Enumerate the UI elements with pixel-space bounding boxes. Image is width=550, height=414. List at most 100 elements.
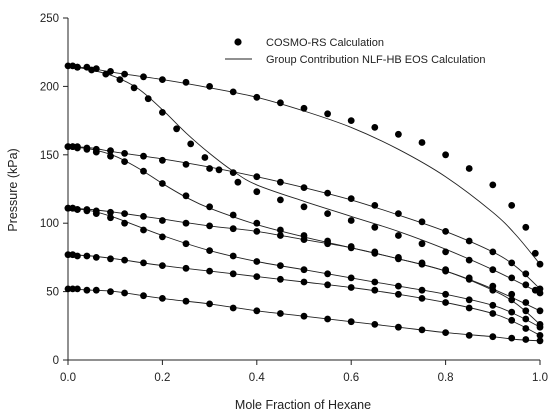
cosmo-point (522, 270, 530, 278)
cosmo-point (107, 147, 114, 155)
cosmo-point (395, 282, 402, 290)
cosmo-point (324, 270, 331, 278)
cosmo-point (489, 310, 497, 317)
cosmo-point (418, 326, 426, 334)
cosmo-point (508, 259, 516, 267)
cosmo-point (144, 95, 152, 103)
cosmo-point (206, 222, 214, 230)
cosmo-point (508, 274, 516, 282)
y-axis-title: Pressure (kPa) (6, 148, 20, 231)
cosmo-point (371, 202, 379, 209)
cosmo-point (324, 110, 331, 118)
cosmo-point (159, 76, 166, 83)
cosmo-point (182, 264, 190, 272)
cosmo-point (300, 184, 308, 192)
cosmo-point (74, 144, 81, 152)
cosmo-point (88, 66, 95, 74)
cosmo-point (201, 154, 209, 161)
cosmo-point (465, 296, 473, 304)
cosmo-point (253, 219, 261, 227)
cosmo-point (489, 266, 497, 274)
cosmo-point (324, 240, 331, 248)
x-tick-label: 1.0 (532, 372, 548, 384)
cosmo-point (140, 213, 147, 220)
cosmo-point (508, 334, 516, 342)
cosmo-point (92, 148, 100, 156)
cosmo-point (277, 178, 284, 186)
cosmo-point (92, 254, 100, 261)
y-tick-label: 100 (40, 218, 59, 230)
x-tick-label: 0.2 (154, 372, 170, 384)
y-tick-label: 0 (53, 355, 59, 367)
cosmo-point (442, 248, 449, 256)
cosmo-point (371, 278, 379, 286)
cosmo-point (347, 217, 355, 224)
cosmo-point (107, 255, 114, 263)
cosmo-point (215, 166, 223, 174)
cosmo-point (159, 262, 166, 269)
cosmo-point (206, 83, 214, 90)
cosmo-point (159, 295, 166, 302)
cosmo-point (418, 240, 426, 248)
cosmo-point (522, 307, 530, 315)
cosmo-point (536, 323, 544, 331)
cosmo-point (522, 325, 530, 332)
cosmo-point (83, 286, 91, 294)
cosmo-point (347, 117, 355, 124)
cosmo-point (536, 337, 544, 345)
cosmo-point (489, 181, 497, 189)
legend-label-line: Group Contribution NLF-HB EOS Calculatio… (266, 54, 485, 66)
cosmo-point (206, 300, 214, 308)
cosmo-point (140, 152, 147, 160)
cosmo-point (465, 165, 473, 172)
cosmo-point (347, 318, 355, 326)
cosmo-point (536, 332, 544, 339)
cosmo-point (442, 228, 449, 235)
cosmo-point (107, 214, 114, 222)
cosmo-point (442, 329, 449, 336)
cosmo-point (508, 202, 516, 209)
cosmo-point (229, 304, 237, 312)
cosmo-point (371, 286, 379, 294)
y-axis: 0 50 100 150 200 250 (40, 13, 68, 367)
cosmo-point (74, 285, 81, 293)
cosmo-point (300, 312, 308, 320)
cosmo-point (395, 323, 402, 331)
cosmo-point (347, 244, 355, 252)
cosmo-point (206, 247, 214, 255)
cosmo-point (130, 84, 138, 92)
cosmo-point (140, 73, 147, 81)
cosmo-point (253, 228, 261, 235)
cosmo-point (74, 63, 81, 71)
cosmo-point (159, 156, 166, 164)
cosmo-point (418, 286, 426, 294)
cosmo-point (229, 88, 237, 96)
cosmo-point (277, 232, 284, 239)
cosmo-point (253, 188, 261, 196)
cosmo-point (277, 226, 284, 234)
cosmo-point (187, 140, 195, 148)
cosmo-point (83, 207, 91, 215)
cosmo-point (442, 290, 449, 298)
cosmo-point (442, 299, 449, 306)
cosmo-point (418, 295, 426, 302)
cosmo-point (83, 145, 91, 153)
cosmo-point (92, 286, 100, 294)
cosmo-point (324, 210, 331, 218)
cosmo-point (277, 262, 284, 269)
cosmo-point (182, 240, 190, 248)
cosmo-point (140, 292, 147, 300)
cosmo-point (277, 196, 284, 204)
cosmo-point (64, 251, 72, 259)
cosmo-point (489, 248, 497, 256)
cosmo-point (206, 267, 214, 275)
y-tick-label: 200 (40, 81, 59, 93)
cosmo-point (300, 203, 308, 211)
cosmo-point (371, 124, 379, 131)
cosmo-point (395, 130, 402, 138)
cosmo-point (253, 258, 261, 265)
cosmo-point (234, 178, 242, 186)
cosmo-point (173, 125, 181, 133)
cosmo-point (465, 256, 473, 264)
